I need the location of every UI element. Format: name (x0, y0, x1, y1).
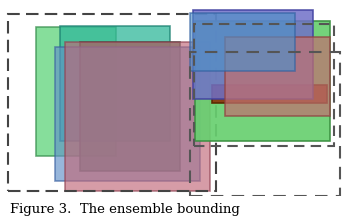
Bar (225, 37, 330, 117)
Bar (8, 13, 216, 191)
Bar (190, 51, 340, 196)
Bar (55, 46, 200, 182)
Bar (194, 24, 334, 147)
Text: Figure 3.  The ensemble bounding: Figure 3. The ensemble bounding (10, 203, 240, 216)
Bar (65, 42, 210, 191)
Bar (36, 26, 116, 156)
Bar (190, 13, 295, 72)
Bar (60, 26, 170, 141)
Bar (193, 9, 313, 99)
Bar (212, 86, 327, 103)
Bar (80, 42, 180, 172)
Bar (195, 22, 330, 141)
